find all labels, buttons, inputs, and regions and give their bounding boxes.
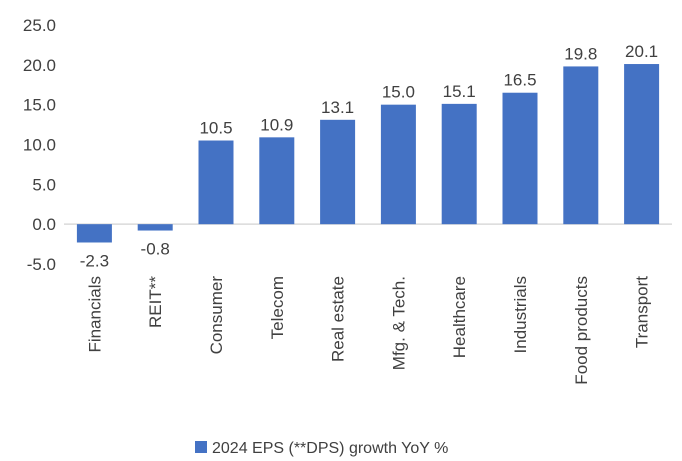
bar <box>198 140 234 225</box>
category-label: Consumer <box>207 276 226 355</box>
data-label: 15.1 <box>443 82 476 101</box>
bars <box>76 64 660 243</box>
x-axis-labels: Financials REIT** Consumer Telecom Real esta… <box>85 276 651 385</box>
data-labels: -2.3 -0.8 10.5 10.9 13.1 15.0 15.1 16.5 19.8 20.1 <box>80 42 658 270</box>
y-tick-label: 25.0 <box>23 16 56 35</box>
y-tick-label: 0.0 <box>32 215 56 234</box>
data-label: 13.1 <box>321 98 354 117</box>
bar <box>502 92 538 225</box>
legend-label: 2024 EPS (**DPS) growth YoY % <box>212 440 448 457</box>
y-tick-label: 15.0 <box>23 96 56 115</box>
category-label: Mfg. & Tech. <box>389 276 408 370</box>
y-tick-label: -5.0 <box>27 255 56 274</box>
data-label: 19.8 <box>564 44 597 63</box>
data-label: 16.5 <box>503 71 536 90</box>
y-axis: -5.0 0.0 5.0 10.0 15.0 20.0 25.0 <box>23 16 56 274</box>
category-label: Food products <box>572 276 591 385</box>
bar <box>259 137 295 225</box>
bar <box>563 66 599 225</box>
y-tick-label: 20.0 <box>23 56 56 75</box>
category-label: Real estate <box>329 276 348 362</box>
y-tick-label: 5.0 <box>32 175 56 194</box>
bar <box>320 119 356 225</box>
category-label: Telecom <box>268 276 287 339</box>
data-label: 10.9 <box>260 115 293 134</box>
category-label: Transport <box>633 276 652 348</box>
data-label: -0.8 <box>141 240 170 259</box>
data-label: 10.5 <box>199 119 232 138</box>
category-label: Industrials <box>511 276 530 353</box>
legend: 2024 EPS (**DPS) growth YoY % <box>195 440 448 457</box>
legend-swatch <box>195 441 207 453</box>
bar <box>441 103 477 225</box>
y-tick-label: 10.0 <box>23 136 56 155</box>
bar <box>624 64 660 225</box>
data-label: 20.1 <box>625 42 658 61</box>
category-label: Financials <box>85 276 104 353</box>
data-label: -2.3 <box>80 251 109 270</box>
bar <box>76 224 112 243</box>
data-label: 15.0 <box>382 83 415 102</box>
category-label: REIT** <box>146 276 165 328</box>
category-label: Healthcare <box>450 276 469 358</box>
bar <box>137 224 173 231</box>
bar <box>380 104 416 225</box>
